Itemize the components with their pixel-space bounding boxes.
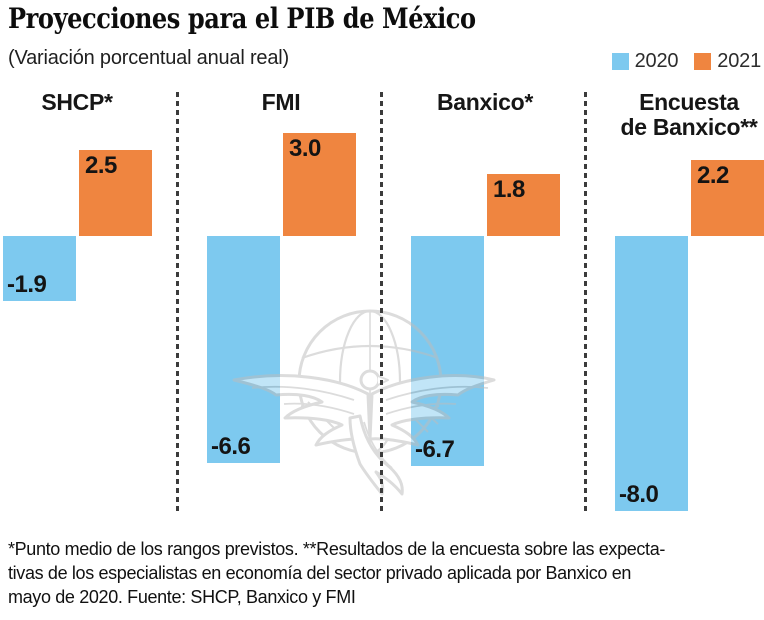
value-label-2021-3: 1.8 [493,176,525,204]
legend-item-2020: 2020 [611,50,679,73]
bar-2020-4 [615,236,688,512]
group-divider-2 [380,92,383,512]
value-label-2021-2: 3.0 [289,134,321,162]
group-header-1: SHCP* [41,89,113,115]
chart-subtitle: (Variación porcentual anual real) [8,47,289,69]
group-divider-3 [584,92,587,512]
value-label-2020-1: -1.9 [7,271,47,299]
legend: 2020 2021 [611,50,761,73]
legend-label-2020: 2020 [634,50,679,72]
footnote: *Punto medio de los rangos previstos. **… [8,537,665,609]
value-label-2020-4: -8.0 [619,481,659,509]
value-label-2020-2: -6.6 [211,433,251,461]
footnote-line-2: tivas de los especialistas en economía d… [8,563,632,583]
legend-item-2021: 2021 [694,50,761,73]
legend-swatch-2021-icon [694,53,712,70]
bar-chart: SHCP* -1.9 2.5 FMI -6.6 3.0 Banxico* -6.7 1.8 Enc… [0,90,764,520]
bar-2020-2 [207,236,280,464]
group-header-4: Encuesta de Banxico** [620,89,758,140]
bar-2021-3 [487,174,560,236]
footnote-line-1: *Punto medio de los rangos previstos. **… [8,539,666,559]
legend-label-2021: 2021 [717,50,761,72]
group-header-2: FMI [261,89,301,115]
bar-2021-4 [691,160,764,236]
group-divider-1 [176,92,179,512]
footnote-line-3: mayo de 2020. Fuente: SHCP, Banxico y FM… [8,587,356,607]
bar-2020-1 [3,236,76,302]
eagle-globe-watermark-icon [232,309,496,496]
value-label-2020-3: -6.7 [415,436,455,464]
legend-swatch-2020-icon [611,53,629,70]
group-header-3: Banxico* [436,89,534,115]
chart-title: Proyecciones para el PIB de México [8,2,476,35]
value-label-2021-1: 2.5 [85,152,117,179]
bar-2021-2 [283,132,356,236]
bar-2021-1 [79,150,152,236]
value-label-2021-4: 2.2 [697,162,729,190]
